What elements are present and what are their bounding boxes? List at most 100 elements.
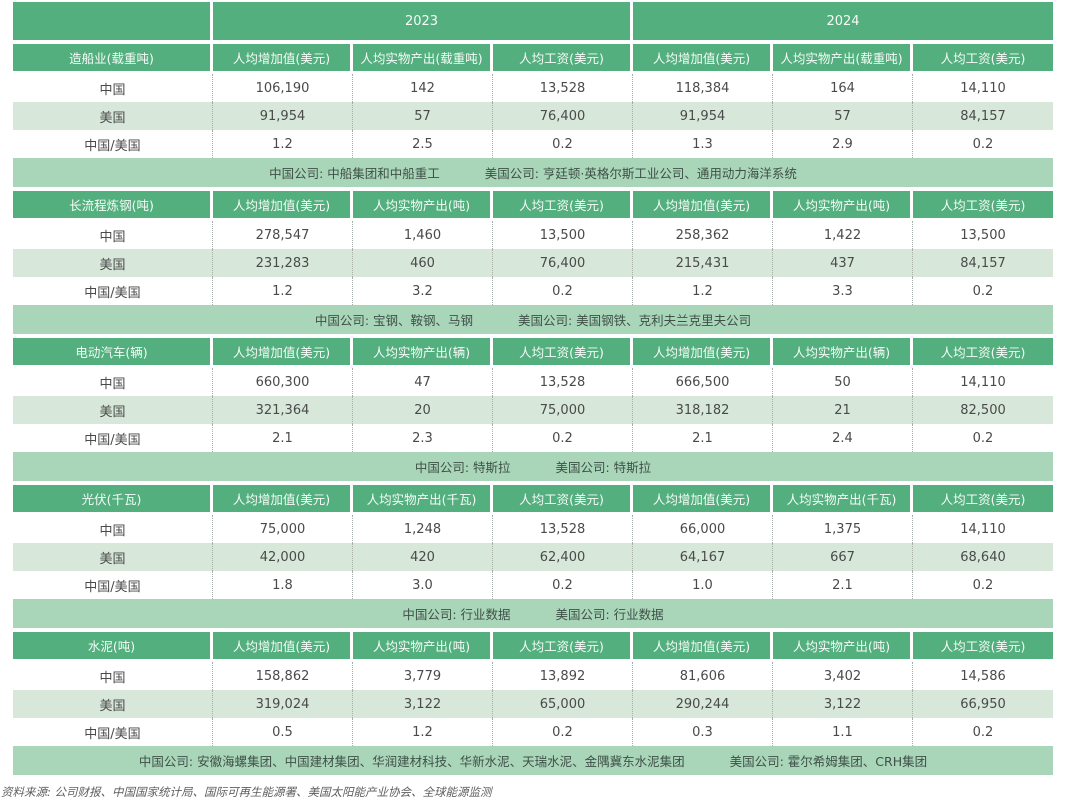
data-cell: 1.2 bbox=[353, 718, 493, 746]
data-cell: 437 bbox=[773, 249, 913, 277]
data-cell: 75,000 bbox=[493, 396, 633, 424]
data-cell: 0.2 bbox=[972, 283, 994, 299]
column-header: 人均增加值(美元) bbox=[633, 485, 773, 512]
section-header-row: 水泥(吨) 人均增加值(美元) 人均实物产出(吨) 人均工资(美元) 人均增加值… bbox=[13, 632, 1053, 659]
data-cell: 2.1 bbox=[773, 571, 913, 599]
data-cell: 66,000 bbox=[633, 515, 773, 543]
china-companies-note: 中国公司: 安徽海螺集团、中国建材集团、华润建材科技、华新水泥、天瑞水泥、金隅冀… bbox=[138, 754, 685, 769]
data-cell: 0.2 bbox=[972, 136, 994, 152]
row-label: 中国/美国 bbox=[13, 277, 213, 305]
year-header-row: 2023 2024 bbox=[13, 2, 1053, 40]
industry-section: 电动汽车(辆) 人均增加值(美元) 人均实物产出(辆) 人均工资(美元) 人均增… bbox=[13, 338, 1053, 481]
section-header-row: 长流程炼钢(吨) 人均增加值(美元) 人均实物产出(吨) 人均工资(美元) 人均… bbox=[13, 191, 1053, 218]
row-label: 中国/美国 bbox=[13, 718, 213, 746]
column-header: 人均实物产出(吨) bbox=[353, 632, 493, 659]
data-cell: 318,182 bbox=[633, 396, 773, 424]
data-cell: 0.2 bbox=[972, 724, 994, 740]
data-cell: 21 bbox=[773, 396, 913, 424]
column-header: 人均实物产出(载重吨) bbox=[353, 44, 493, 71]
column-header: 人均增加值(美元) bbox=[213, 485, 353, 512]
china-companies-note: 中国公司: 行业数据 bbox=[402, 607, 511, 622]
column-header: 人均增加值(美元) bbox=[213, 44, 353, 71]
data-cell: 2.9 bbox=[773, 130, 913, 158]
section-note-row: 中国公司: 安徽海螺集团、中国建材集团、华润建材科技、华新水泥、天瑞水泥、金隅冀… bbox=[13, 746, 1053, 775]
data-source-note: 资料来源: 公司财报、中国国家统计局、国际可再生能源署、美国太阳能产业协会、全球… bbox=[1, 785, 492, 799]
data-cell: 667 bbox=[773, 543, 913, 571]
data-cell: 1.8 bbox=[213, 571, 353, 599]
section-note-row: 中国公司: 行业数据 美国公司: 行业数据 bbox=[13, 599, 1053, 628]
row-label: 美国 bbox=[13, 396, 213, 424]
data-cell: 660,300 bbox=[213, 368, 353, 396]
column-header: 人均工资(美元) bbox=[493, 44, 633, 71]
row-label: 中国/美国 bbox=[13, 424, 213, 452]
comparison-table: 2023 2024 造船业(载重吨) 人均增加值(美元) 人均实物产出(载重吨)… bbox=[13, 2, 1053, 775]
data-cell: 0.2 bbox=[972, 577, 994, 593]
data-cell: 3,122 bbox=[773, 690, 913, 718]
column-header: 人均实物产出(辆) bbox=[353, 338, 493, 365]
category-header: 造船业(载重吨) bbox=[13, 44, 213, 71]
row-label: 中国 bbox=[13, 515, 213, 543]
column-header: 人均工资(美元) bbox=[913, 44, 1053, 71]
us-companies-note: 美国公司: 行业数据 bbox=[555, 607, 664, 622]
data-cell: 13,500 bbox=[493, 221, 633, 249]
column-header: 人均实物产出(千瓦) bbox=[773, 485, 913, 512]
data-cell: 1,375 bbox=[773, 515, 913, 543]
column-header: 人均工资(美元) bbox=[493, 191, 633, 218]
data-cell: 57 bbox=[773, 102, 913, 130]
column-header: 人均增加值(美元) bbox=[633, 632, 773, 659]
data-cell: 13,528 bbox=[493, 515, 633, 543]
data-cell: 66,950 bbox=[960, 696, 1006, 712]
data-cell: 62,400 bbox=[493, 543, 633, 571]
data-cell: 0.5 bbox=[213, 718, 353, 746]
data-cell: 118,384 bbox=[633, 74, 773, 102]
corner-cell bbox=[13, 2, 213, 40]
data-cell: 2.3 bbox=[353, 424, 493, 452]
data-cell: 1.3 bbox=[633, 130, 773, 158]
category-header: 光伏(千瓦) bbox=[13, 485, 213, 512]
data-cell: 3.3 bbox=[773, 277, 913, 305]
data-cell: 13,528 bbox=[493, 368, 633, 396]
table-row-usa: 美国 319,024 3,122 65,000 290,244 3,122 66… bbox=[13, 690, 1053, 718]
row-label: 美国 bbox=[13, 690, 213, 718]
data-cell: 1.2 bbox=[213, 130, 353, 158]
data-cell: 3.0 bbox=[353, 571, 493, 599]
column-header: 人均增加值(美元) bbox=[213, 338, 353, 365]
data-cell: 0.2 bbox=[493, 718, 633, 746]
table-row-china: 中国 75,000 1,248 13,528 66,000 1,375 14,1… bbox=[13, 515, 1053, 543]
data-cell: 0.2 bbox=[493, 277, 633, 305]
section-header-row: 电动汽车(辆) 人均增加值(美元) 人均实物产出(辆) 人均工资(美元) 人均增… bbox=[13, 338, 1053, 365]
data-cell: 1.0 bbox=[633, 571, 773, 599]
data-cell: 290,244 bbox=[633, 690, 773, 718]
table-row-china: 中国 660,300 47 13,528 666,500 50 14,110 bbox=[13, 368, 1053, 396]
column-header: 人均工资(美元) bbox=[913, 632, 1053, 659]
column-header: 人均增加值(美元) bbox=[633, 338, 773, 365]
column-header: 人均实物产出(吨) bbox=[773, 191, 913, 218]
table-row-china: 中国 106,190 142 13,528 118,384 164 14,110 bbox=[13, 74, 1053, 102]
data-cell: 76,400 bbox=[493, 102, 633, 130]
data-cell: 91,954 bbox=[633, 102, 773, 130]
industry-section: 水泥(吨) 人均增加值(美元) 人均实物产出(吨) 人均工资(美元) 人均增加值… bbox=[13, 632, 1053, 775]
data-cell: 50 bbox=[773, 368, 913, 396]
china-companies-note: 中国公司: 宝钢、鞍钢、马钢 bbox=[314, 313, 473, 328]
column-header: 人均工资(美元) bbox=[493, 485, 633, 512]
column-header: 人均工资(美元) bbox=[493, 338, 633, 365]
data-cell: 84,157 bbox=[960, 108, 1006, 124]
row-label: 中国/美国 bbox=[13, 571, 213, 599]
data-cell: 14,586 bbox=[960, 668, 1006, 684]
data-cell: 64,167 bbox=[633, 543, 773, 571]
table-row-usa: 美国 321,364 20 75,000 318,182 21 82,500 bbox=[13, 396, 1053, 424]
row-label: 美国 bbox=[13, 543, 213, 571]
data-cell: 666,500 bbox=[633, 368, 773, 396]
row-label: 中国 bbox=[13, 221, 213, 249]
data-cell: 2.5 bbox=[353, 130, 493, 158]
data-cell: 3.2 bbox=[353, 277, 493, 305]
column-header: 人均增加值(美元) bbox=[633, 44, 773, 71]
industry-section: 光伏(千瓦) 人均增加值(美元) 人均实物产出(千瓦) 人均工资(美元) 人均增… bbox=[13, 485, 1053, 628]
data-cell: 258,362 bbox=[633, 221, 773, 249]
row-label: 中国 bbox=[13, 662, 213, 690]
data-cell: 319,024 bbox=[213, 690, 353, 718]
data-cell: 76,400 bbox=[493, 249, 633, 277]
data-cell: 420 bbox=[353, 543, 493, 571]
us-companies-note: 美国公司: 霍尔希姆集团、CRH集团 bbox=[729, 754, 928, 769]
data-cell: 0.2 bbox=[493, 571, 633, 599]
